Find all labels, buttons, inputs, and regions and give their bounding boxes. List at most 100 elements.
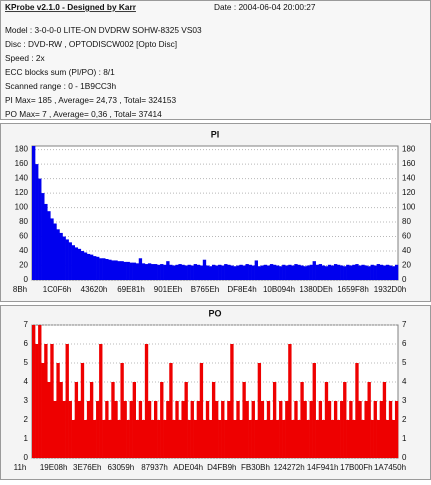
bar	[157, 264, 161, 280]
bar	[324, 266, 329, 280]
info-line: Model : 3-0-0-0 LITE-ON DVDRW SOHW-8325 …	[5, 25, 202, 35]
bar	[282, 420, 286, 458]
y2-tick-label: 2	[402, 415, 407, 424]
bar	[367, 266, 371, 280]
x-tick-label: 1932D0h	[374, 285, 406, 294]
bar	[83, 252, 88, 280]
bar	[99, 344, 103, 458]
bar	[367, 382, 371, 458]
y2-tick-label: 1	[402, 434, 407, 443]
bar	[202, 259, 207, 280]
bar	[215, 401, 219, 458]
bar	[288, 344, 292, 458]
bar	[245, 401, 249, 458]
y-tick-label: 1	[24, 434, 29, 443]
bar	[218, 420, 222, 458]
bar	[157, 420, 161, 458]
bar	[141, 420, 146, 458]
bar	[178, 264, 182, 280]
bar	[50, 344, 54, 458]
bar	[123, 401, 127, 458]
bar	[382, 382, 387, 458]
x-tick-label: 124272h	[274, 463, 305, 472]
bar	[154, 264, 158, 280]
bar	[144, 264, 149, 280]
bar	[300, 265, 304, 280]
y-tick-label: 0	[24, 275, 29, 284]
bar	[285, 401, 289, 458]
bar	[196, 401, 201, 458]
bar	[114, 401, 118, 458]
x-tick-label: 1C0F6h	[43, 285, 71, 294]
info-line: PI Max= 185 , Average= 24,73 , Total= 32…	[5, 95, 176, 105]
bar	[327, 264, 332, 280]
info-line: PO Max= 7 , Average= 0,36 , Total= 37414	[5, 109, 162, 119]
bar	[373, 265, 377, 280]
bar	[224, 264, 228, 280]
bar	[248, 420, 252, 458]
bar	[211, 382, 216, 458]
bar	[53, 223, 57, 280]
x-tick-label: 1659F8h	[337, 285, 369, 294]
bar	[126, 420, 130, 458]
info-line: Disc : DVD-RW , OPTODISCW002 [Opto Disc]	[5, 39, 177, 49]
x-tick-label: FB30Bh	[241, 463, 270, 472]
bar	[330, 420, 335, 458]
bar	[184, 382, 188, 458]
bar	[373, 401, 377, 458]
bar	[260, 265, 265, 280]
bar	[123, 261, 127, 280]
bar	[355, 363, 359, 458]
bar	[337, 264, 341, 280]
bar	[166, 401, 170, 458]
bar	[300, 382, 304, 458]
bar	[160, 382, 164, 458]
bar	[303, 266, 307, 280]
bar	[309, 264, 313, 280]
info-line: ECC blocks sum (PI/PO) : 8/1	[5, 67, 115, 77]
x-tick-label: 43620h	[81, 285, 108, 294]
bar	[166, 261, 170, 280]
bar	[187, 420, 191, 458]
bar	[349, 401, 353, 458]
bar	[233, 266, 237, 280]
bar	[65, 344, 69, 458]
bar	[193, 420, 197, 458]
bar	[279, 266, 283, 280]
y-tick-label: 6	[24, 339, 29, 348]
bar	[193, 264, 197, 280]
bar	[224, 420, 228, 458]
bar	[50, 218, 54, 280]
bar	[111, 382, 115, 458]
bar	[175, 401, 179, 458]
bar	[74, 382, 79, 458]
bar	[56, 363, 60, 458]
bar	[163, 420, 167, 458]
bar	[288, 264, 292, 280]
bar	[358, 401, 362, 458]
bar	[309, 401, 313, 458]
bar	[160, 264, 164, 280]
bar	[205, 265, 210, 280]
bar	[175, 264, 179, 280]
y-tick-label: 7	[24, 320, 29, 329]
bar	[318, 264, 323, 280]
bar	[47, 211, 51, 280]
y-tick-label: 40	[19, 246, 28, 255]
bar	[120, 363, 124, 458]
bar	[306, 420, 310, 458]
x-tick-label: 10B094h	[263, 285, 295, 294]
bar	[144, 344, 149, 458]
bar	[364, 265, 368, 280]
bar	[340, 401, 344, 458]
y2-tick-label: 3	[402, 396, 407, 405]
bar	[391, 420, 396, 458]
bar	[385, 420, 390, 458]
x-tick-label: DF8E4h	[227, 285, 256, 294]
bar	[53, 401, 57, 458]
bar	[276, 265, 280, 280]
bar	[324, 382, 329, 458]
bar	[32, 146, 36, 280]
bar	[361, 264, 365, 280]
